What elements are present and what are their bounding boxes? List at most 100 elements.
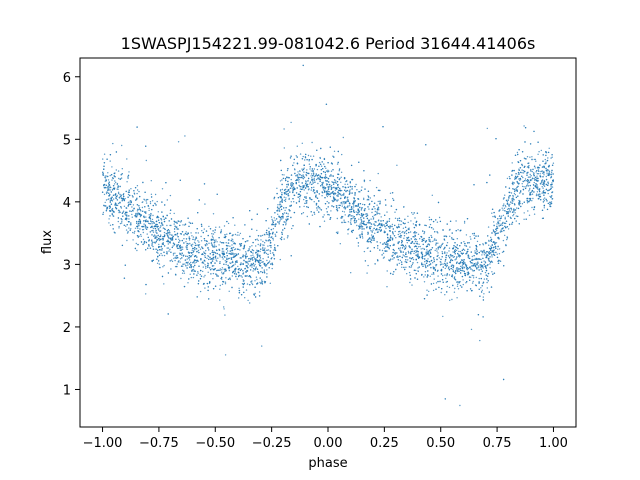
- data-point: [420, 236, 423, 238]
- data-point: [157, 249, 159, 251]
- data-point: [429, 239, 431, 241]
- data-point: [547, 182, 550, 185]
- data-point: [493, 254, 496, 256]
- data-point: [266, 273, 268, 275]
- data-point: [184, 223, 187, 225]
- data-point: [252, 270, 254, 272]
- data-point: [212, 246, 214, 248]
- data-point: [178, 260, 180, 262]
- data-point: [545, 183, 547, 186]
- data-point: [225, 270, 227, 272]
- data-point: [528, 214, 531, 216]
- data-point: [341, 205, 343, 207]
- data-point: [467, 248, 469, 251]
- data-point: [473, 259, 475, 261]
- data-point: [117, 170, 120, 172]
- data-point: [162, 266, 164, 268]
- data-point: [137, 212, 139, 214]
- data-point: [259, 257, 262, 259]
- data-point: [413, 269, 416, 271]
- data-point: [207, 266, 209, 268]
- data-point: [444, 262, 446, 265]
- data-point: [349, 205, 351, 207]
- data-point: [168, 250, 170, 252]
- data-point: [256, 249, 258, 251]
- data-point: [459, 404, 461, 407]
- data-point: [504, 216, 506, 218]
- data-point: [148, 222, 150, 225]
- data-point: [452, 268, 454, 271]
- data-point: [140, 233, 142, 236]
- data-point: [126, 158, 128, 160]
- data-point: [367, 247, 369, 249]
- data-point: [169, 234, 171, 236]
- data-point: [541, 186, 543, 188]
- data-point: [372, 218, 375, 220]
- data-point: [352, 217, 354, 219]
- data-point: [287, 215, 289, 218]
- data-point: [499, 260, 502, 262]
- data-point: [157, 252, 159, 254]
- data-point: [203, 228, 205, 230]
- data-point: [236, 278, 238, 280]
- data-point: [488, 260, 491, 262]
- data-point: [436, 258, 438, 261]
- data-point: [188, 236, 190, 238]
- data-point: [375, 186, 378, 189]
- data-point: [455, 268, 458, 270]
- data-point: [265, 232, 268, 234]
- data-point: [537, 141, 539, 143]
- data-point: [539, 173, 541, 175]
- data-point: [194, 239, 196, 241]
- data-point: [139, 222, 142, 225]
- data-point: [315, 207, 318, 209]
- data-point: [438, 216, 441, 219]
- data-point: [530, 170, 532, 172]
- data-point: [192, 243, 194, 245]
- data-point: [538, 196, 540, 198]
- data-point: [219, 254, 221, 256]
- data-point: [474, 265, 477, 268]
- data-point: [346, 206, 348, 208]
- data-point: [232, 241, 234, 243]
- data-point: [423, 232, 425, 235]
- data-point: [386, 286, 388, 288]
- data-point: [379, 226, 382, 229]
- data-point: [434, 238, 436, 240]
- data-point: [478, 277, 480, 280]
- data-point: [229, 250, 231, 252]
- data-point: [173, 231, 176, 233]
- data-point: [402, 227, 405, 229]
- data-point: [392, 232, 394, 234]
- data-point: [328, 191, 330, 193]
- data-point: [220, 229, 223, 231]
- data-point: [488, 244, 490, 246]
- data-point: [163, 283, 165, 285]
- data-point: [390, 237, 392, 239]
- data-point: [469, 279, 471, 281]
- data-point: [547, 157, 549, 159]
- data-point: [390, 258, 392, 260]
- data-point: [539, 193, 541, 195]
- data-point: [291, 184, 294, 186]
- data-point: [197, 232, 199, 234]
- data-point: [301, 168, 303, 170]
- data-point: [483, 278, 486, 280]
- data-point: [537, 194, 539, 196]
- data-point: [445, 254, 448, 256]
- data-point: [363, 228, 365, 230]
- data-point: [498, 225, 500, 227]
- data-point: [370, 225, 372, 228]
- data-point: [500, 215, 503, 217]
- data-point: [422, 247, 424, 250]
- data-point: [146, 233, 148, 235]
- data-point: [434, 249, 436, 252]
- data-point: [105, 199, 108, 201]
- data-point: [353, 200, 355, 202]
- data-point: [301, 142, 303, 144]
- data-point: [281, 183, 283, 186]
- data-point: [257, 235, 260, 237]
- data-point: [307, 206, 309, 209]
- data-point: [453, 245, 455, 247]
